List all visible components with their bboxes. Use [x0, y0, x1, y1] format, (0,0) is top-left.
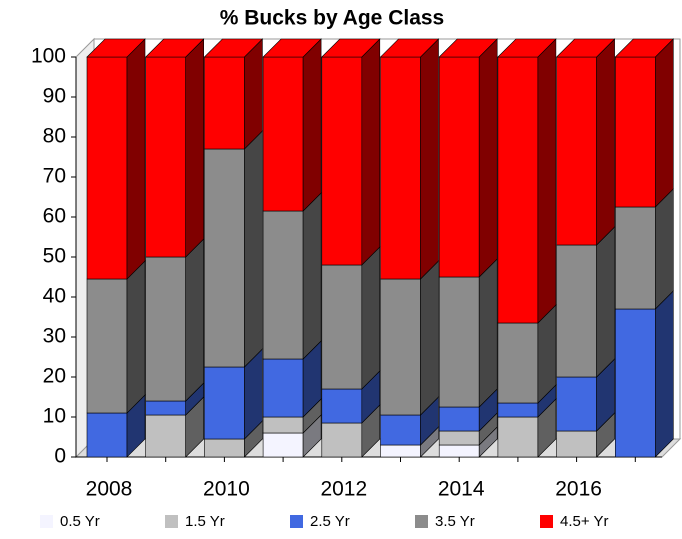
bar-side [420, 260, 439, 416]
bar-segment [145, 414, 186, 458]
bar-top [144, 38, 205, 58]
bar-segment [556, 56, 597, 246]
bar-segment [556, 244, 597, 378]
legend-swatch [40, 515, 53, 528]
bar-segment [262, 358, 304, 418]
bar-segment [204, 148, 245, 368]
bar-top [86, 38, 146, 58]
y-tick-label: 40 [43, 285, 66, 308]
y-tick-label: 60 [43, 205, 66, 228]
x-tick-label: 2010 [203, 478, 250, 501]
bar-segment [262, 432, 304, 458]
y-tick-label: 30 [43, 325, 66, 348]
legend-label: 4.5+ Yr [560, 513, 609, 530]
y-tick-label: 50 [43, 245, 66, 268]
bar-side [244, 38, 263, 150]
bar-side [655, 290, 674, 458]
bar-segment [497, 416, 539, 458]
bar-side [361, 38, 381, 266]
bar-segment [614, 206, 656, 310]
bar-segment [145, 256, 186, 402]
bar-side [302, 192, 322, 360]
bar-segment [438, 56, 480, 278]
x-tick-label: 2012 [320, 478, 367, 501]
bar-segment [204, 438, 245, 458]
bar-segment [497, 402, 539, 418]
bar-segment [204, 366, 245, 440]
y-tick-label: 90 [43, 85, 66, 108]
bar-top [438, 38, 498, 58]
bar-segment [86, 56, 128, 280]
y-tick-label: 70 [43, 165, 66, 188]
bar-segment [321, 388, 363, 424]
bar-segment [262, 416, 304, 434]
bar-segment [204, 56, 245, 150]
bar-side [361, 246, 381, 390]
legend-label: 2.5 Yr [310, 513, 350, 530]
chart-title: % Bucks by Age Class [220, 7, 444, 30]
bar-segment [438, 406, 480, 432]
bar-top [321, 38, 381, 58]
bar-top [262, 38, 322, 58]
legend-label: 3.5 Yr [435, 513, 475, 530]
bar-top [203, 38, 264, 58]
bar-side [185, 38, 204, 258]
bar-side [596, 226, 615, 378]
bar-segment [380, 414, 421, 446]
legend-swatch [290, 515, 303, 528]
bar-side [126, 260, 146, 414]
y-tick-label: 0 [54, 445, 66, 468]
bar-segment [438, 276, 480, 408]
bar-segment [86, 278, 128, 414]
bar-side [420, 38, 439, 280]
bar-side [655, 188, 674, 310]
bar-segment [321, 422, 363, 458]
legend-swatch [415, 515, 428, 528]
bar-side [126, 38, 146, 280]
bar-top [497, 38, 557, 58]
bar-side [655, 38, 674, 208]
bar-segment [262, 56, 304, 212]
bar-side [185, 238, 204, 402]
legend-label: 0.5 Yr [60, 513, 100, 530]
legend-label: 1.5 Yr [185, 513, 225, 530]
bar-segment [145, 56, 186, 258]
y-tick-label: 20 [43, 365, 66, 388]
y-tick-label: 100 [31, 45, 66, 68]
bar-segment [614, 308, 656, 458]
bar-side [478, 258, 498, 408]
bar-segment [321, 56, 363, 266]
bar-side [244, 130, 263, 368]
bar-segment [438, 430, 480, 446]
bar-segment [497, 56, 539, 324]
bar-side [537, 38, 557, 324]
bar-segment [262, 210, 304, 360]
bar-segment [321, 264, 363, 390]
bar-segment [438, 444, 480, 458]
bar-side [596, 38, 615, 246]
x-tick-label: 2008 [86, 478, 133, 501]
bar-side [302, 38, 322, 212]
bar-top [555, 38, 616, 58]
bar-segment [145, 400, 186, 416]
bar-top [379, 38, 440, 58]
bar-segment [614, 56, 656, 208]
bar-segment [380, 278, 421, 416]
bar-segment [556, 376, 597, 432]
bar-segment [556, 430, 597, 458]
bar-segment [380, 444, 421, 458]
y-tick-label: 80 [43, 125, 66, 148]
x-tick-label: 2014 [438, 478, 485, 501]
y-tick-label: 10 [43, 405, 66, 428]
bar-segment [497, 322, 539, 404]
legend-swatch [540, 515, 553, 528]
bar-segment [86, 412, 128, 458]
legend-swatch [165, 515, 178, 528]
bar-side [478, 38, 498, 278]
bar-top [614, 38, 675, 58]
x-tick-label: 2016 [555, 478, 602, 501]
bar-segment [380, 56, 421, 280]
